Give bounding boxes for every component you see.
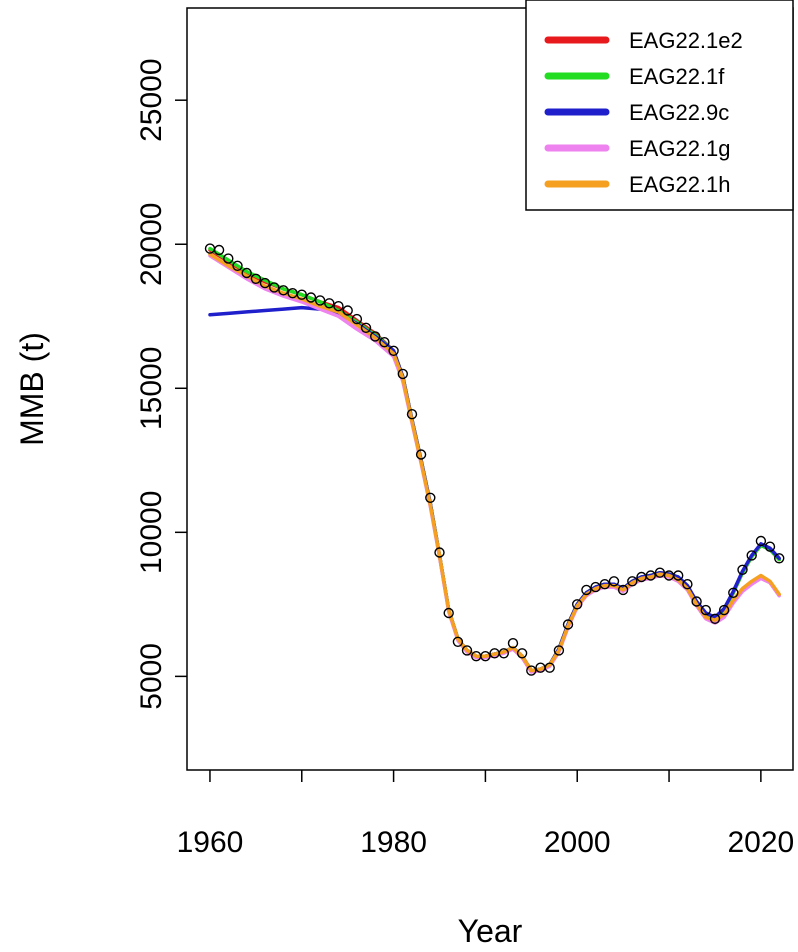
observed-point xyxy=(599,579,610,590)
x-axis: 1960 1980 2000 2020 xyxy=(177,770,794,859)
y-tick-label: 15000 xyxy=(135,347,168,430)
observed-points xyxy=(204,243,785,676)
observed-point xyxy=(590,581,601,593)
series-line-EAG22.1g xyxy=(208,254,781,674)
x-axis-title: Year xyxy=(458,913,523,949)
y-tick-label: 5000 xyxy=(135,643,168,710)
observed-point xyxy=(223,253,234,264)
legend-label: EAG22.1g xyxy=(629,136,731,161)
observed-point xyxy=(498,648,509,659)
observed-point xyxy=(544,662,555,673)
legend-box xyxy=(525,0,794,211)
observed-point xyxy=(415,449,427,460)
observed-point xyxy=(314,295,326,306)
observed-point xyxy=(572,599,583,610)
observed-point xyxy=(654,567,666,578)
observed-point xyxy=(737,564,748,575)
observed-point xyxy=(259,277,271,289)
observed-point xyxy=(425,492,436,503)
observed-point xyxy=(296,289,307,300)
observed-point xyxy=(728,587,739,598)
observed-point xyxy=(388,345,399,356)
y-axis: 5000 10000 15000 20000 25000 xyxy=(135,58,187,710)
y-tick-label: 10000 xyxy=(135,491,168,574)
observed-point xyxy=(700,604,711,616)
observed-point xyxy=(305,292,317,303)
observed-point xyxy=(764,541,776,552)
observed-point xyxy=(360,322,372,333)
series-lines xyxy=(208,246,781,674)
y-axis-title: MMB (t) xyxy=(14,332,50,446)
observed-point xyxy=(480,651,491,662)
observed-point xyxy=(507,638,519,649)
x-tick-label: 1960 xyxy=(177,826,244,859)
observed-point xyxy=(617,584,629,596)
observed-point xyxy=(746,550,757,561)
observed-point xyxy=(691,596,702,607)
observed-point xyxy=(709,613,721,624)
observed-point xyxy=(755,535,767,547)
observed-point xyxy=(406,409,418,420)
observed-point xyxy=(516,648,528,659)
observed-point xyxy=(250,273,262,284)
observed-point xyxy=(581,584,592,596)
observed-point xyxy=(241,267,252,279)
legend-label: EAG22.1e2 xyxy=(629,28,743,53)
observed-point xyxy=(645,570,656,581)
observed-point xyxy=(324,298,335,309)
observed-point xyxy=(333,301,344,312)
legend-label: EAG22.1f xyxy=(629,64,725,89)
series-line-EAG22.1f xyxy=(208,246,781,673)
observed-point xyxy=(718,604,730,616)
x-tick-label: 1980 xyxy=(360,826,427,859)
observed-point xyxy=(682,579,693,590)
observed-point xyxy=(278,285,289,296)
observed-point xyxy=(213,244,225,256)
observed-point xyxy=(452,636,464,647)
x-tick-label: 2020 xyxy=(727,826,794,859)
observed-point xyxy=(608,576,620,587)
series-line-EAG22.1e2 xyxy=(208,248,781,673)
y-tick-label: 20000 xyxy=(135,203,168,286)
observed-point xyxy=(461,645,473,656)
observed-point xyxy=(269,282,280,293)
y-tick-label: 25000 xyxy=(135,58,168,141)
observed-point xyxy=(774,553,785,564)
observed-point xyxy=(370,331,381,342)
legend: EAG22.1e2 EAG22.1f EAG22.9c EAG22.1g EAG22.1… xyxy=(525,0,794,211)
observed-point xyxy=(526,665,537,676)
observed-point xyxy=(673,570,684,581)
observed-point xyxy=(397,368,408,380)
observed-point xyxy=(434,547,445,558)
observed-point xyxy=(553,645,565,656)
observed-point xyxy=(627,576,638,587)
observed-point xyxy=(379,337,390,348)
observed-point xyxy=(342,305,353,316)
observed-point xyxy=(232,260,243,271)
legend-label: EAG22.1h xyxy=(629,172,731,197)
series-line-EAG22.1h xyxy=(208,252,781,673)
x-tick-label: 2000 xyxy=(544,826,611,859)
observed-point xyxy=(562,619,574,630)
legend-label: EAG22.9c xyxy=(629,100,729,125)
observed-point xyxy=(351,313,363,325)
series-line-EAG22.9c xyxy=(208,305,781,673)
observed-point xyxy=(443,607,454,619)
